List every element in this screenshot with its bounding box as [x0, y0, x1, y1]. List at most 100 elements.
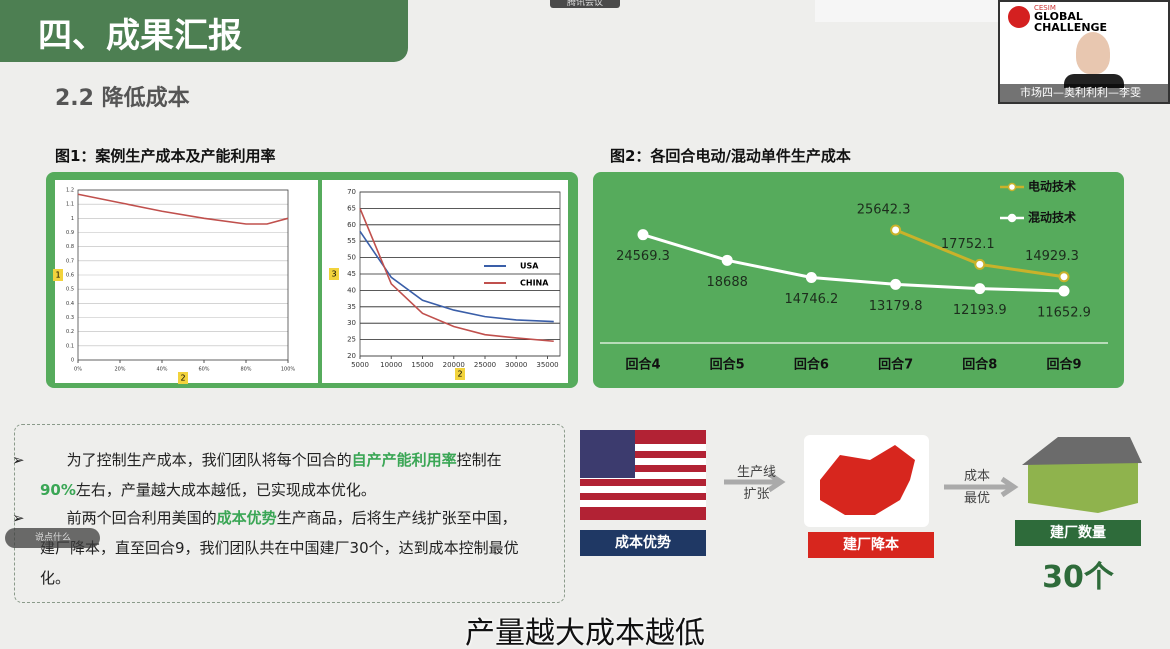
y-tick-label: 65	[347, 204, 356, 212]
china-map	[820, 445, 915, 515]
legend-label: 电动技术	[1028, 179, 1076, 194]
person	[1076, 32, 1110, 74]
title-banner	[0, 0, 408, 62]
y-tick-label: 0.7	[66, 258, 74, 264]
data-point	[974, 283, 986, 295]
bullet-text: 控制在	[456, 451, 502, 469]
bullet-marker: ➢	[12, 509, 25, 527]
arrow-label: 成本 最优	[964, 466, 990, 510]
y-tick-label: 0.8	[66, 244, 74, 250]
axis-title-box	[455, 368, 465, 380]
flow-box: 建厂降本	[808, 532, 934, 558]
x-tick-label: 30000	[505, 361, 527, 369]
data-point	[890, 278, 902, 290]
x-tick-label: 60%	[198, 367, 209, 373]
x-tick-label: 20%	[114, 367, 125, 373]
x-tick-label: 0%	[74, 367, 82, 373]
x-tick-label: 回合7	[878, 357, 913, 373]
factory-count: 30个	[1042, 560, 1114, 595]
data-label: 13179.8	[869, 299, 923, 314]
plot-frame	[77, 189, 289, 361]
highlight-text: 90%	[40, 481, 76, 499]
y-tick-label: 0.9	[66, 230, 74, 236]
y-tick-label: 70	[347, 188, 356, 196]
slide-subtitle: 2.2 降低成本	[55, 86, 190, 111]
bullet-text: 为了控制生产成本，我们团队将每个回合的	[66, 451, 352, 469]
legend-label: 混动技术	[1028, 210, 1076, 225]
figure-title: 图2：各回合电动/混动单件生产成本	[610, 147, 851, 165]
axis-title: 2	[457, 370, 462, 379]
bullet-box	[14, 424, 565, 603]
bullet-marker: ➢	[12, 451, 25, 469]
data-point	[721, 254, 733, 266]
video-tile: CESIM GLOBAL CHALLENGE 市场四—奥利利利—李雯	[998, 0, 1170, 104]
annotation-toolbar[interactable]	[815, 0, 1000, 22]
flag-stripes	[580, 444, 706, 507]
arrow	[724, 471, 786, 493]
data-label: 14929.3	[1025, 249, 1079, 264]
y-tick-label: 35	[347, 303, 356, 311]
x-tick-label: 25000	[474, 361, 496, 369]
x-tick-label: 35000	[536, 361, 558, 369]
logo-line: GLOBAL	[1034, 10, 1083, 23]
axis-title: 2	[180, 374, 185, 383]
axis-title-box	[329, 268, 339, 280]
chart-bg	[55, 180, 318, 383]
y-tick-label: 1.2	[66, 188, 74, 194]
y-tick-label: 45	[347, 270, 356, 278]
data-point	[1058, 285, 1070, 297]
flow-graphics	[580, 430, 1142, 527]
y-tick-label: 0.2	[66, 329, 74, 335]
x-tick-label: 回合9	[1046, 357, 1081, 373]
line-series	[359, 230, 554, 323]
y-tick-label: 0.4	[66, 301, 74, 307]
bullet-text: 左右，产量越大成本越低，已实现成本优化。	[75, 481, 376, 499]
x-tick-label: 80%	[240, 367, 251, 373]
app-tag: 腾讯会议	[550, 0, 620, 8]
caption: 产量越大成本越低	[465, 616, 705, 649]
bullet-text: 生产商品，后将生产线扩张至中国，建厂降本，直至回合9，我们团队共在中国建厂30个…	[40, 509, 519, 587]
y-tick-label: 40	[347, 286, 356, 294]
data-point	[637, 229, 649, 241]
data-point	[1058, 271, 1070, 283]
data-label: 14746.2	[785, 292, 839, 307]
y-tick-label: 55	[347, 237, 356, 245]
flag-canton	[580, 430, 635, 478]
data-point	[805, 272, 817, 284]
chat-input[interactable]: 说点什么	[5, 528, 100, 548]
bullet: ➢ 为了控制生产成本，我们团队将每个回合的自产产能利用率控制在 90%左右，产量越大…	[12, 445, 530, 505]
x-tick-label: 5000	[351, 361, 369, 369]
line-series	[77, 193, 289, 225]
bullet-text: 前两个回合利用美国的	[66, 509, 217, 527]
x-tick-label: 10000	[380, 361, 402, 369]
data-label: 25642.3	[857, 203, 911, 218]
legend-label: USA	[520, 262, 539, 271]
x-tick-label: 40%	[156, 367, 167, 373]
line-series	[359, 208, 554, 343]
data-label: 18688	[707, 275, 748, 290]
y-tick-label: 0.5	[66, 287, 74, 293]
axis-title: 3	[331, 270, 336, 279]
highlight-text: 自产产能利用率	[351, 451, 457, 469]
arrow-label: 生产线 扩张	[737, 462, 776, 506]
line-series	[642, 233, 1065, 293]
logo-icon	[1008, 6, 1030, 28]
y-tick-label: 0.3	[66, 315, 74, 321]
x-tick-label: 20000	[443, 361, 465, 369]
legend-marker	[1007, 182, 1017, 192]
logo-brand: CESIM	[1034, 4, 1056, 12]
x-tick-label: 回合4	[625, 357, 660, 373]
y-tick-label: 20	[347, 352, 356, 360]
legend-label: CHINA	[520, 279, 549, 288]
flow-box: 建厂数量	[1015, 520, 1141, 546]
axis-title-box	[53, 269, 63, 281]
x-tick-label: 回合5	[710, 357, 745, 373]
axis-title-box	[178, 372, 188, 384]
logo-line: CHALLENGE	[1034, 21, 1108, 34]
label-line: 最优	[964, 491, 991, 506]
label-line: 生产线	[737, 465, 777, 480]
y-tick-label: 0	[71, 358, 74, 364]
flow-box: 成本优势	[580, 530, 706, 556]
x-tick-label: 100%	[281, 367, 296, 373]
x-tick-label: 15000	[411, 361, 433, 369]
